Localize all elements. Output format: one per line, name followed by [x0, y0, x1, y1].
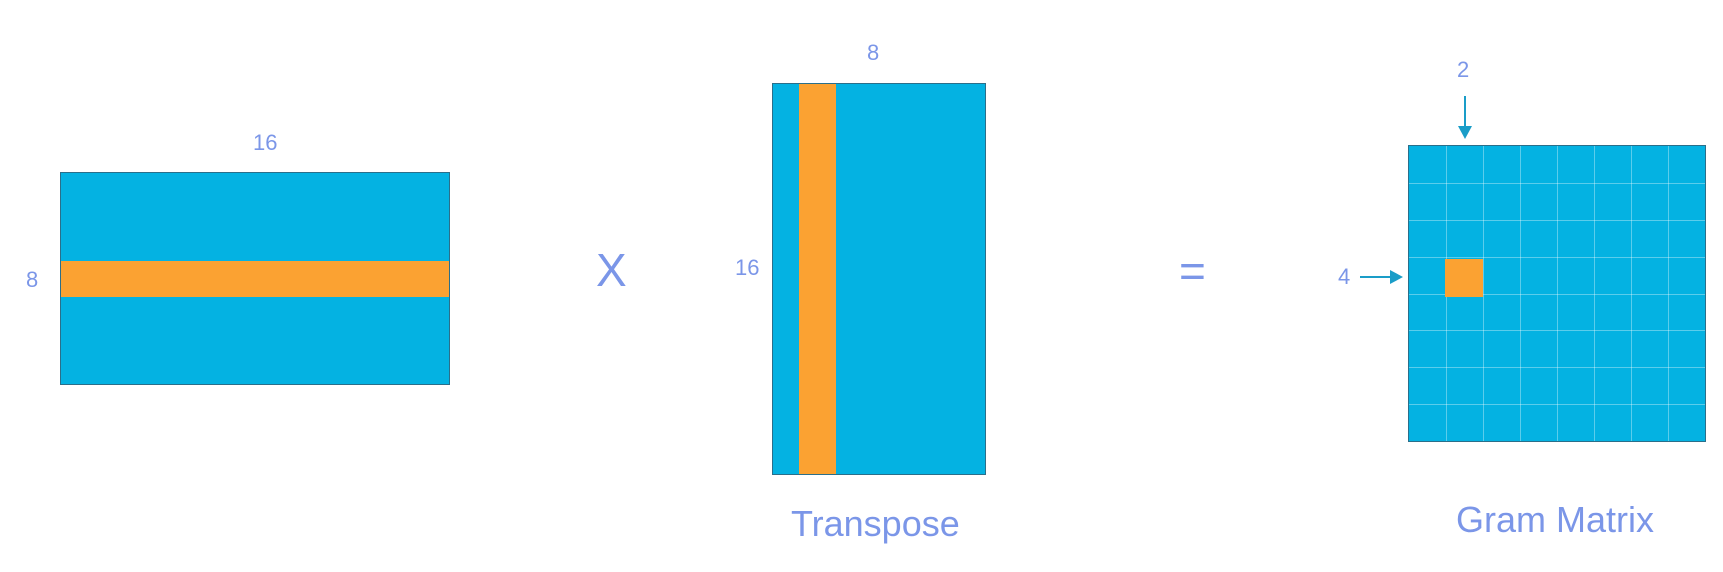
gram-grid-line-horizontal — [1409, 182, 1705, 184]
transpose-matrix-width-label: 8 — [867, 40, 880, 65]
transpose-matrix-height-label: 16 — [735, 255, 760, 280]
gram-grid-line-vertical — [1594, 146, 1595, 441]
input-matrix-highlight-row — [61, 261, 449, 297]
multiply-operator: X — [596, 244, 627, 296]
gram-grid-line-vertical — [1631, 146, 1632, 441]
gram-grid-line-vertical — [1557, 146, 1558, 441]
transpose-caption: Transpose — [791, 503, 960, 544]
gram-grid-line-horizontal — [1409, 219, 1705, 221]
gram-grid-line-vertical — [1668, 146, 1669, 441]
gram-matrix-caption: Gram Matrix — [1456, 499, 1654, 540]
transpose-matrix-highlight-column — [799, 84, 836, 474]
gram-grid-line-vertical — [1483, 146, 1484, 441]
input-matrix-width-label: 16 — [253, 130, 278, 155]
gram-grid-line-vertical — [1520, 146, 1521, 441]
transpose-matrix — [772, 83, 986, 475]
gram-grid-line-horizontal — [1409, 256, 1705, 258]
right-arrow-icon — [1360, 270, 1403, 284]
gram-matrix-highlight-cell — [1445, 259, 1483, 297]
gram-grid-line-horizontal — [1409, 367, 1705, 369]
gram-grid-line-horizontal — [1409, 293, 1705, 295]
gram-row-index-label: 4 — [1338, 264, 1351, 289]
input-matrix-height-label: 8 — [26, 267, 39, 292]
equals-operator: = — [1179, 245, 1206, 297]
gram-column-index-label: 2 — [1457, 57, 1470, 82]
input-matrix — [60, 172, 450, 385]
gram-grid-line-horizontal — [1409, 330, 1705, 332]
gram-matrix — [1408, 145, 1706, 442]
down-arrow-icon — [1458, 96, 1472, 139]
gram-grid-line-horizontal — [1409, 404, 1705, 406]
